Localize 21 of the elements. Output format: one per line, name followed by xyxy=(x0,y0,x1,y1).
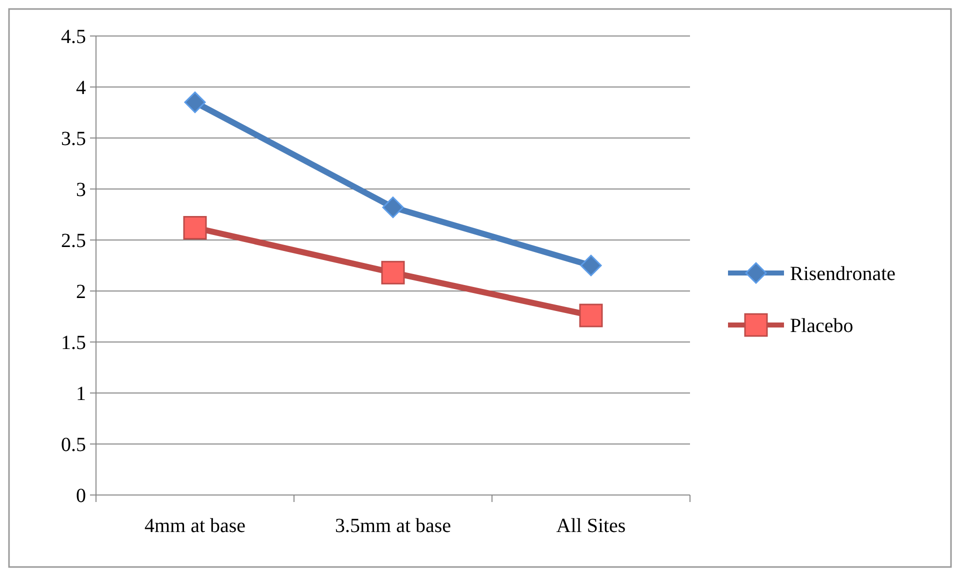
y-tick-label: 2.5 xyxy=(61,230,86,252)
point xyxy=(579,304,603,328)
y-tick-label: 2 xyxy=(76,281,86,303)
y-tick-label: 4.5 xyxy=(61,26,86,48)
y-tick-label: 4 xyxy=(76,77,86,99)
x-tick-label: 4mm at base xyxy=(144,515,246,537)
point xyxy=(184,92,206,114)
y-tick-label: 0 xyxy=(76,485,86,507)
legend-label: Risendronate xyxy=(790,263,896,285)
y-tick-label: 1 xyxy=(76,383,86,405)
point xyxy=(183,216,207,240)
y-tick-label: 3.5 xyxy=(61,128,86,150)
y-tick-label: 3 xyxy=(76,179,86,201)
point xyxy=(580,254,602,276)
point xyxy=(382,196,404,218)
y-tick-label: 0.5 xyxy=(61,434,86,456)
x-tick-label: 3.5mm at base xyxy=(334,515,452,537)
x-tick-label: All Sites xyxy=(556,515,626,537)
legend-label: Placebo xyxy=(790,315,854,337)
y-tick-label: 1.5 xyxy=(61,332,86,354)
point xyxy=(381,260,405,284)
